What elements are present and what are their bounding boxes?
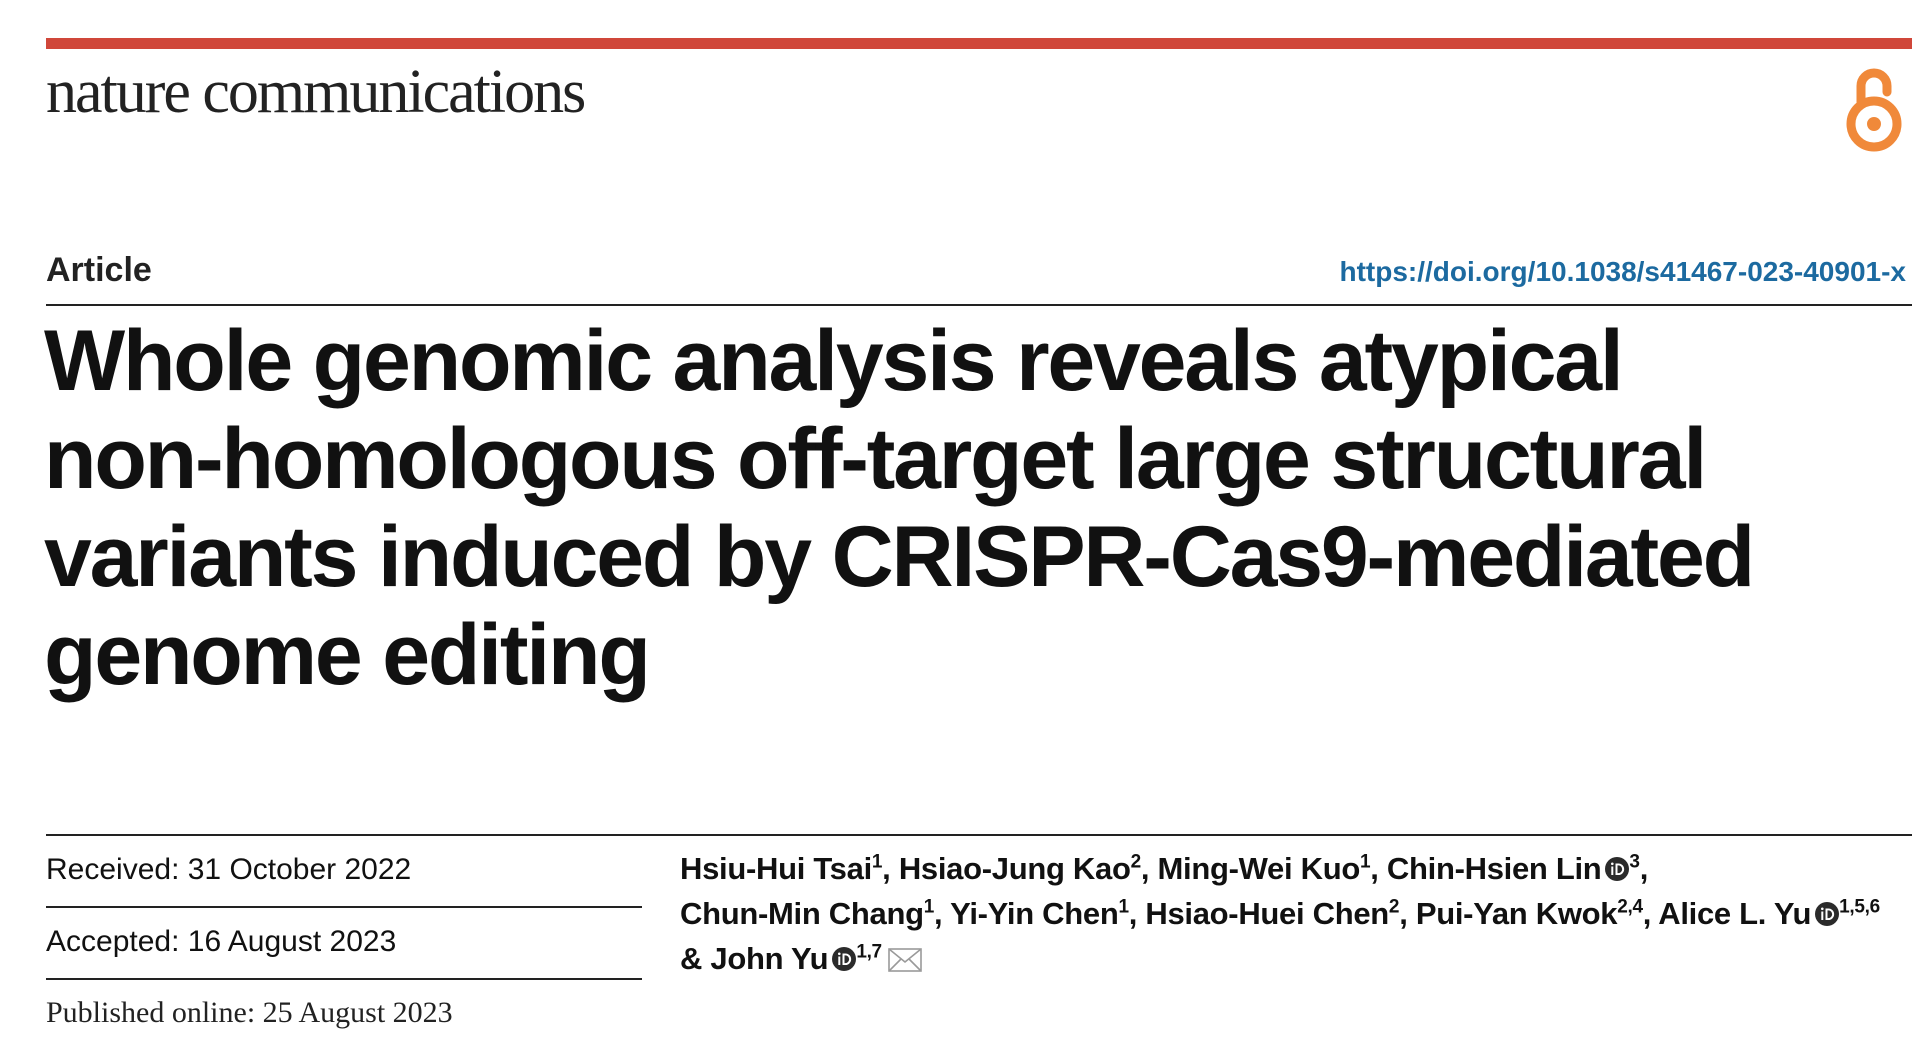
affiliation-marker: 2,4 [1617, 896, 1643, 918]
author[interactable]: Alice L. Yu 1,5,6 [1658, 896, 1880, 931]
author-name: John Yu [710, 941, 829, 976]
open-access-icon [1846, 68, 1902, 152]
title-line: Whole genomic analysis reveals atypical [44, 313, 1624, 409]
affiliation-marker: 2 [1388, 896, 1400, 918]
author-list: Hsiu-Hui Tsai1, Hsiao-Jung Kao2, Ming-We… [680, 846, 1910, 981]
author[interactable]: Yi-Yin Chen1 [950, 896, 1129, 931]
author[interactable]: Hsiao-Huei Chen2 [1145, 896, 1399, 931]
author-separator: , [1370, 851, 1387, 886]
affiliation-marker: 1,7 [856, 941, 882, 963]
author[interactable]: Chun-Min Chang1 [680, 896, 934, 931]
author-separator: & [680, 941, 711, 976]
author[interactable]: John Yu 1,7 [710, 938, 922, 976]
orcid-icon[interactable] [1605, 848, 1630, 881]
mail-icon[interactable] [888, 939, 922, 972]
author-name: Pui-Yan Kwok [1415, 896, 1618, 931]
author-separator: , [1128, 896, 1146, 931]
author-separator: , [934, 896, 951, 931]
affiliation-marker: 1 [871, 851, 883, 873]
divider [46, 304, 1912, 306]
article-type: Article [46, 251, 152, 289]
affiliation-marker: 1,5,6 [1839, 896, 1880, 918]
author-separator: , [1140, 851, 1158, 886]
affiliation-marker: 1 [923, 896, 935, 918]
author-separator: , [1642, 896, 1659, 931]
author[interactable]: Hsiu-Hui Tsai1 [680, 851, 882, 886]
author-name: Hsiao-Jung Kao [898, 851, 1131, 886]
affiliation-marker: 2 [1130, 851, 1142, 873]
affiliation-marker: 1 [1118, 896, 1129, 918]
affiliation-marker: 3 [1629, 851, 1640, 873]
published-date: Published online: 25 August 2023 [46, 996, 453, 1029]
orcid-icon[interactable] [1815, 893, 1840, 926]
journal-header-bar [46, 38, 1912, 49]
author-name: Alice L. Yu [1658, 896, 1812, 931]
journal-name: nature communications [46, 58, 586, 126]
author[interactable]: Ming-Wei Kuo1 [1158, 851, 1371, 886]
author-name: Chun-Min Chang [680, 896, 924, 931]
author-separator: , [1399, 896, 1416, 931]
accepted-date: Accepted: 16 August 2023 [46, 908, 642, 980]
author-separator: , [882, 851, 899, 886]
author-name: Ming-Wei Kuo [1157, 851, 1361, 886]
doi-link[interactable]: https://doi.org/10.1038/s41467-023-40901… [1339, 256, 1906, 287]
publication-dates: Received: 31 October 2022 Accepted: 16 A… [46, 836, 642, 1046]
author-name: Yi-Yin Chen [950, 896, 1119, 931]
author-separator: , [1639, 851, 1649, 886]
orcid-icon[interactable] [832, 938, 857, 971]
affiliation-marker: 1 [1359, 851, 1371, 873]
title-line: non-homologous off-target large structur… [44, 411, 1707, 507]
title-line: variants induced by CRISPR-Cas9-mediated [44, 509, 1755, 605]
author[interactable]: Pui-Yan Kwok2,4 [1416, 896, 1643, 931]
author[interactable]: Hsiao-Jung Kao2 [899, 851, 1141, 886]
author[interactable]: Chin-Hsien Lin 3 [1387, 851, 1640, 886]
author-name: Chin-Hsien Lin [1386, 851, 1602, 886]
divider [46, 834, 1912, 836]
title-line: genome editing [44, 607, 651, 703]
received-date: Received: 31 October 2022 [46, 836, 642, 908]
author-name: Hsiao-Huei Chen [1145, 896, 1389, 931]
author-name: Hsiu-Hui Tsai [680, 851, 872, 886]
article-title: Whole genomic analysis reveals atypical … [44, 312, 1904, 704]
